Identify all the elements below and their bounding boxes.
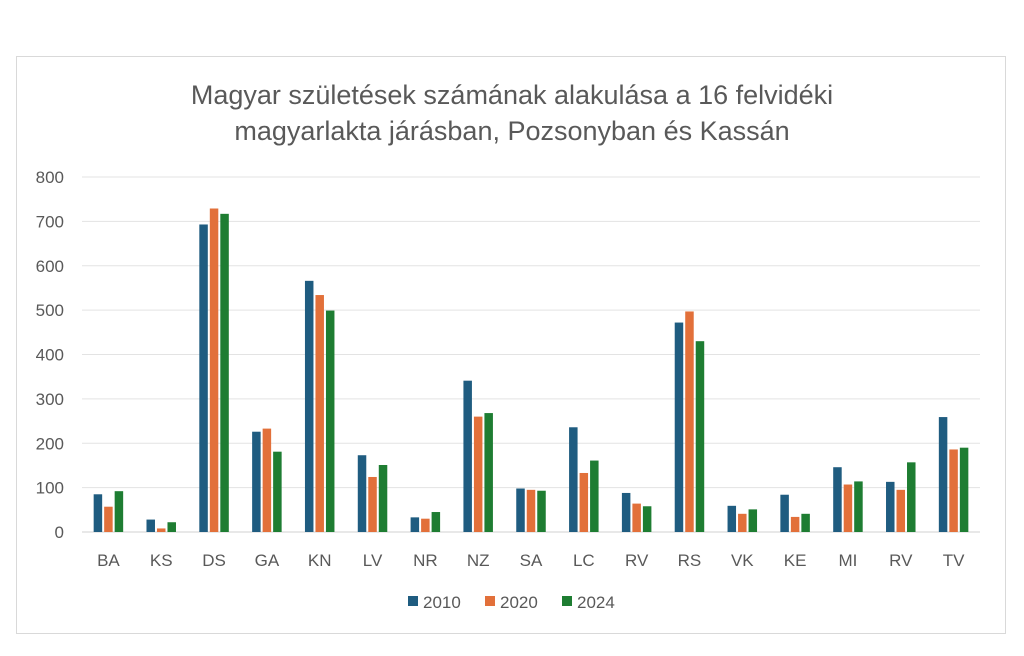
bar-2010-tv — [938, 417, 948, 532]
x-tick-label: NZ — [467, 551, 490, 570]
bar-2020-rs — [685, 311, 694, 532]
x-tick-label: LC — [573, 551, 595, 570]
x-tick-label: VK — [731, 551, 754, 570]
bar-2010-ga — [252, 431, 261, 532]
bar-2010-ba — [93, 494, 103, 532]
y-tick-label: 400 — [36, 346, 64, 365]
bar-2010-ke — [780, 494, 789, 532]
bar-2024-ks — [167, 522, 176, 532]
bar-2024-ba — [114, 491, 124, 532]
bar-2020-ga — [262, 428, 272, 532]
x-tick-label: TV — [943, 551, 965, 570]
x-tick-label: LV — [363, 551, 383, 570]
bar-2020-ds — [209, 208, 219, 532]
y-tick-label: 0 — [55, 523, 64, 542]
bar-2010-sa — [516, 488, 525, 532]
y-tick-label: 700 — [36, 212, 64, 231]
bar-2020-rv — [896, 489, 906, 532]
bar-2024-vk — [748, 509, 758, 532]
bar-2010-nr — [410, 517, 420, 532]
bar-2024-lv — [378, 464, 388, 532]
x-tick-label: RS — [678, 551, 702, 570]
chart-frame — [16, 56, 1006, 634]
bar-2010-lv — [357, 455, 367, 532]
bar-2024-mi — [854, 481, 863, 532]
legend-swatch-2020 — [485, 596, 495, 606]
bar-2010-ks — [146, 519, 155, 532]
x-tick-label: KE — [784, 551, 807, 570]
bar-2010-rv — [886, 481, 895, 532]
bar-2010-kn — [304, 280, 314, 532]
y-tick-label: 100 — [36, 479, 64, 498]
bar-2024-ds — [220, 213, 229, 533]
bar-2024-ke — [801, 513, 810, 532]
bar-2020-sa — [526, 489, 536, 532]
bar-2020-mi — [843, 484, 853, 532]
x-tick-label: BA — [97, 551, 120, 570]
x-tick-label: SA — [520, 551, 543, 570]
x-tick-label: MI — [838, 551, 857, 570]
bar-2010-rv — [621, 492, 631, 532]
bar-2024-tv — [959, 447, 969, 532]
legend-label-2010: 2010 — [423, 593, 461, 612]
chart-title-line-2: magyarlakta járásban, Pozsonyban és Kass… — [234, 116, 790, 146]
bar-2010-rs — [674, 322, 684, 532]
bar-2020-lv — [368, 476, 377, 532]
bar-2020-ks — [156, 528, 166, 532]
bar-2020-ba — [104, 506, 113, 532]
bar-2024-lc — [590, 460, 599, 532]
chart-title: Magyar születések számának alakulása a 1… — [0, 77, 1024, 149]
bar-2020-tv — [949, 449, 958, 532]
bar-2010-ds — [199, 224, 208, 532]
bar-2010-lc — [569, 427, 578, 532]
bar-2020-lc — [579, 472, 589, 532]
y-tick-label: 600 — [36, 257, 64, 276]
bar-2024-rs — [695, 341, 705, 532]
y-tick-label: 800 — [36, 168, 64, 187]
bar-2024-rv — [642, 506, 652, 532]
y-tick-label: 200 — [36, 434, 64, 453]
bar-2010-nz — [463, 380, 472, 532]
x-tick-label: RV — [625, 551, 649, 570]
bar-2024-nz — [484, 413, 493, 532]
bar-2020-rv — [632, 503, 641, 532]
bar-2024-sa — [537, 490, 546, 532]
y-tick-label: 500 — [36, 301, 64, 320]
x-tick-label: KS — [150, 551, 173, 570]
x-tick-label: DS — [202, 551, 226, 570]
bar-2024-nr — [431, 512, 441, 532]
bar-2020-ke — [790, 516, 800, 532]
legend-swatch-2010 — [408, 596, 418, 606]
bar-2024-ga — [273, 451, 282, 532]
x-tick-label: GA — [255, 551, 280, 570]
y-tick-label: 300 — [36, 390, 64, 409]
bar-2020-vk — [738, 513, 747, 532]
x-tick-label: RV — [889, 551, 913, 570]
legend-swatch-2024 — [562, 596, 572, 606]
bar-2024-kn — [325, 310, 335, 532]
x-tick-label: NR — [413, 551, 438, 570]
chart-title-line-1: Magyar születések számának alakulása a 1… — [190, 80, 834, 110]
bar-2020-nr — [421, 518, 430, 532]
bar-2024-rv — [907, 462, 916, 532]
legend-label-2020: 2020 — [500, 593, 538, 612]
bar-2010-vk — [727, 505, 737, 532]
legend-label-2024: 2024 — [577, 593, 615, 612]
x-tick-label: KN — [308, 551, 332, 570]
bar-2020-kn — [315, 295, 324, 532]
bar-2020-nz — [473, 416, 483, 532]
bar-2010-mi — [833, 467, 842, 532]
